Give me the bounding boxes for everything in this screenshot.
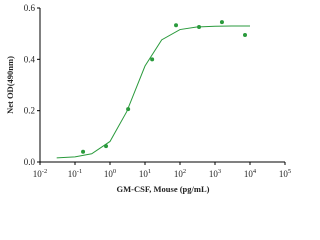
data-point [219,20,224,25]
x-tick-label: 104 [244,168,257,179]
data-point [174,23,179,28]
data-point [104,144,109,149]
data-point [150,57,155,62]
y-tick-label: 0.0 [24,157,36,167]
y-axis-label: Net OD(490nm) [5,56,15,114]
x-tick-label: 10-1 [68,168,82,179]
y-tick-label: 0.2 [24,106,35,116]
chart: GM-CSF, Mouse (pg/mL) Net OD(490nm) 0.0 0… [5,3,291,194]
x-axis-label: GM-CSF, Mouse (pg/mL) [117,184,210,194]
y-tick-label: 0.4 [24,54,36,64]
data-point [81,149,86,154]
data-point [126,107,131,112]
data-point [243,32,248,37]
data-point [197,24,202,29]
y-tick-label: 0.6 [24,3,36,13]
x-tick-label: 102 [174,168,186,179]
x-tick-label: 100 [104,168,116,179]
x-tick-label: 10-2 [33,168,47,179]
x-tick-label: 103 [209,168,221,179]
x-tick-label: 101 [139,168,151,179]
x-tick-label: 105 [279,168,291,179]
fit-curve [56,25,250,159]
